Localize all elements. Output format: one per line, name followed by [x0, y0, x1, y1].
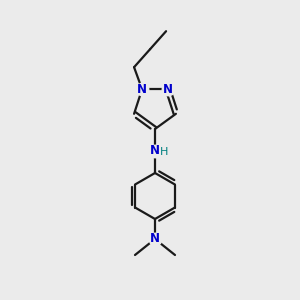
Text: N: N: [137, 83, 147, 96]
Text: H: H: [160, 147, 168, 157]
Text: N: N: [150, 145, 160, 158]
Text: N: N: [150, 232, 160, 245]
Text: N: N: [163, 83, 173, 96]
